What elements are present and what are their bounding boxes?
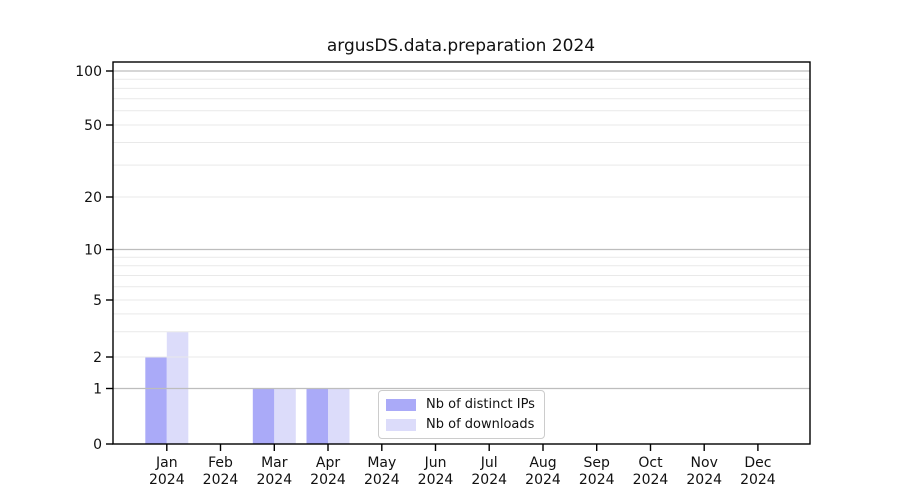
x-tick-label-year: 2024 — [418, 472, 454, 488]
y-tick-label: 2 — [93, 350, 102, 366]
minor-gridlines — [113, 78, 810, 358]
legend-swatch-downloads — [386, 418, 416, 431]
x-axis-ticks: Jan2024Feb2024Mar2024Apr2024May2024Jun20… — [149, 444, 776, 488]
x-tick-label-year: 2024 — [310, 472, 346, 488]
bar-distinct-ips-apr — [306, 388, 328, 444]
x-tick-label-month: May — [367, 455, 396, 471]
bar-distinct-ips-mar — [252, 388, 275, 444]
y-tick-label: 50 — [84, 118, 102, 134]
y-tick-label: 100 — [75, 64, 102, 80]
y-tick-label: 1 — [93, 382, 102, 398]
x-tick-label-year: 2024 — [740, 472, 776, 488]
legend-item-downloads: Nb of downloads — [386, 417, 535, 432]
major-gridlines — [113, 70, 810, 390]
y-tick-label: 20 — [84, 190, 102, 206]
x-tick-label-month: Mar — [261, 455, 288, 471]
x-tick-label-month: Jun — [424, 455, 447, 471]
x-tick-label-year: 2024 — [686, 472, 722, 488]
x-tick-label-month: Aug — [529, 455, 556, 471]
y-axis-ticks: 0 1 2 5 10 20 50 100 — [75, 64, 113, 453]
bar-distinct-ips-jan — [145, 357, 167, 444]
x-tick-label-month: Nov — [691, 455, 718, 471]
x-tick-label-year: 2024 — [525, 472, 561, 488]
x-tick-label-year: 2024 — [579, 472, 615, 488]
x-tick-label-month: Dec — [744, 455, 771, 471]
legend-label-downloads: Nb of downloads — [426, 417, 535, 432]
y-tick-label: 10 — [84, 243, 102, 259]
axes-group — [112, 61, 811, 445]
legend: Nb of distinct IPs Nb of downloads — [378, 390, 545, 439]
x-tick-label-year: 2024 — [364, 472, 400, 488]
legend-swatch-distinct-ips — [386, 398, 416, 411]
x-tick-label-month: Jan — [155, 455, 178, 471]
x-tick-label-month: Apr — [316, 455, 340, 471]
legend-item-distinct-ips: Nb of distinct IPs — [386, 397, 535, 412]
x-tick-label-month: Sep — [584, 455, 611, 471]
bar-downloads-mar — [274, 388, 296, 444]
bar-downloads-apr — [328, 388, 350, 444]
x-tick-label-year: 2024 — [203, 472, 239, 488]
x-tick-label-year: 2024 — [633, 472, 669, 488]
y-tick-label: 0 — [93, 437, 102, 453]
y-tick-label: 5 — [93, 293, 102, 309]
bars-group — [145, 331, 350, 444]
plot-border — [112, 61, 811, 445]
x-tick-label-month: Jul — [480, 455, 498, 471]
x-tick-label-year: 2024 — [149, 472, 185, 488]
x-tick-label-month: Oct — [638, 455, 663, 471]
chart-title: argusDS.data.preparation 2024 — [327, 36, 595, 56]
x-tick-label-year: 2024 — [256, 472, 292, 488]
legend-label-distinct-ips: Nb of distinct IPs — [426, 397, 535, 412]
x-tick-label-month: Feb — [208, 455, 233, 471]
x-tick-label-year: 2024 — [471, 472, 507, 488]
